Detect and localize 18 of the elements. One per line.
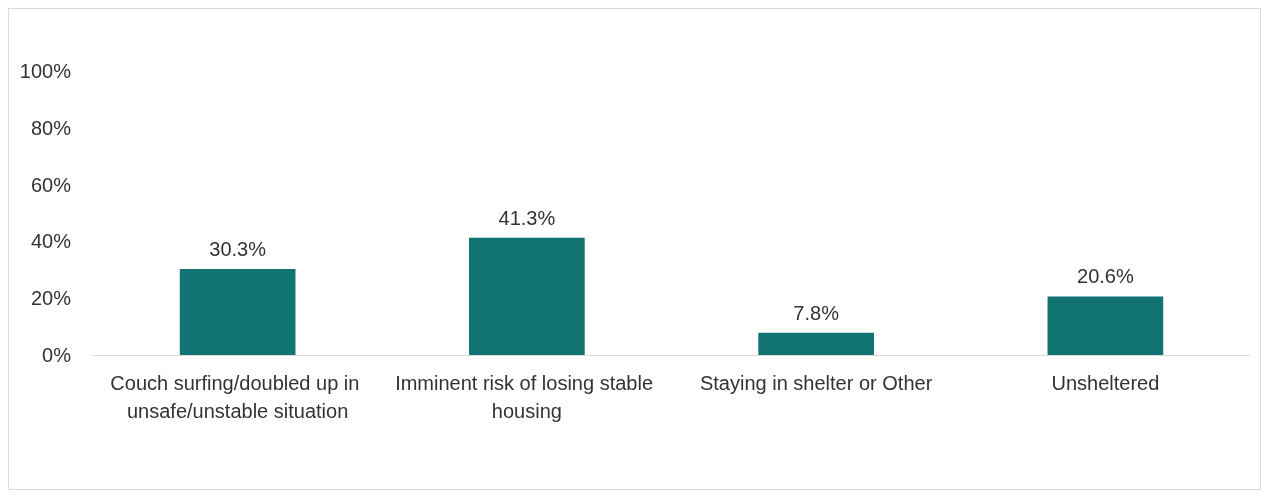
y-tick-label: 20% [30, 287, 72, 310]
x-tick-label: Unsheltered [1051, 372, 1160, 394]
y-tick-label: 0% [42, 344, 72, 366]
x-tick-label: Imminent risk of losing stable housing [395, 372, 659, 422]
y-tick-label: 40% [30, 230, 72, 253]
bar [758, 332, 874, 355]
x-tick-label: Couch surfing/doubled up in unsafe/unstable situation [110, 372, 365, 422]
x-tick-label: Staying in shelter or Other [699, 372, 933, 394]
data-label: 30.3% [209, 237, 267, 260]
bar [179, 268, 296, 355]
bar [1047, 296, 1164, 355]
y-tick-label: 100% [19, 60, 72, 82]
data-label: 7.8% [793, 301, 840, 324]
data-label: 41.3% [498, 206, 556, 229]
data-label: 20.6% [1077, 265, 1134, 288]
y-tick-label: 80% [30, 116, 72, 139]
bar [469, 237, 585, 355]
y-tick-label: 60% [30, 173, 72, 196]
